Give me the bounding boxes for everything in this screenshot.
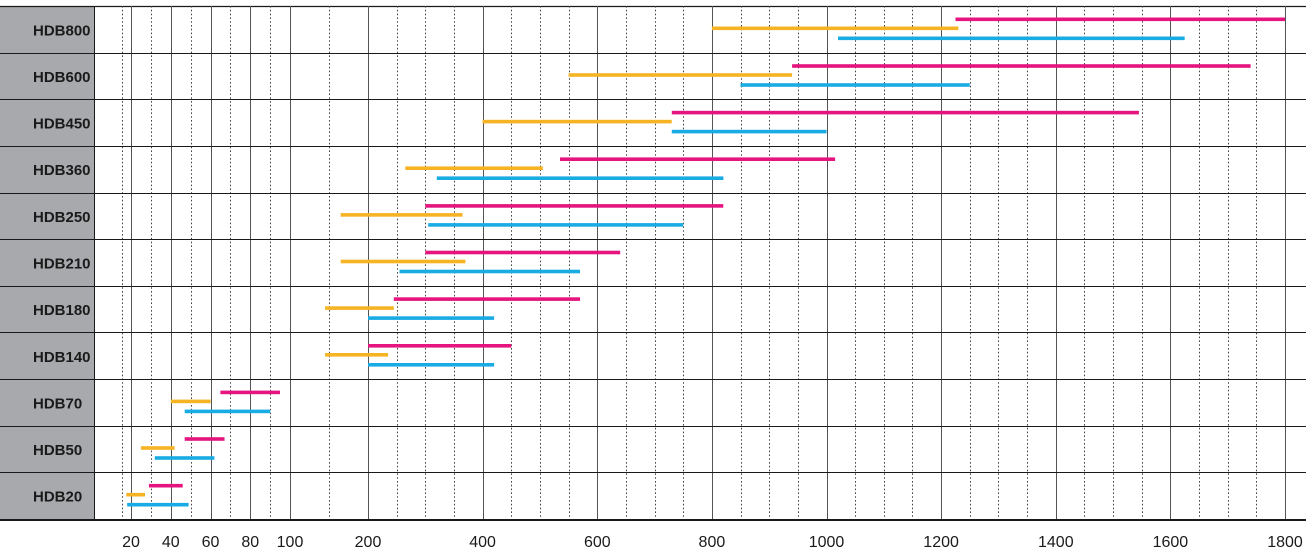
range-bar-hdb180-blue — [368, 316, 495, 320]
range-bar-hdb210-magenta — [425, 250, 621, 255]
row-labels: HDB800 HDB600 HDB450 HDB360 HDB250 HDB210 HDB1… — [33, 22, 91, 505]
row-label-hdb360: HDB360 — [33, 162, 91, 179]
range-bar-hdb140-orange — [325, 353, 389, 357]
x-axis-tick-labels: 20 40 60 80 100 200 400 600 800 1000 1200 1400 1600 1… — [122, 534, 1303, 551]
x-tick-label: 40 — [162, 534, 180, 551]
range-bar-hdb20-magenta — [148, 483, 183, 488]
range-bar-hdb800-magenta — [955, 17, 1285, 22]
gridlines — [0, 5, 1306, 521]
x-tick-label: 1200 — [923, 534, 959, 551]
range-bar-hdb360-magenta — [560, 157, 836, 161]
x-tick-label: 1600 — [1153, 534, 1189, 551]
label-column-background — [0, 6, 94, 519]
range-bar-hdb450-blue — [671, 129, 827, 134]
range-bar-hdb600-magenta — [792, 64, 1251, 68]
x-tick-label: 1000 — [809, 534, 845, 551]
range-bar-hdb20-blue — [127, 502, 189, 507]
x-tick-label: 80 — [241, 534, 259, 551]
x-tick-label: 100 — [277, 534, 304, 551]
range-bars — [126, 17, 1285, 507]
range-bar-hdb800-orange — [711, 26, 959, 31]
range-bar-hdb140-blue — [368, 363, 495, 367]
range-bar-hdb50-magenta — [184, 437, 225, 441]
range-bar-hdb360-orange — [405, 166, 543, 170]
range-bar-hdb360-blue — [436, 176, 724, 180]
row-label-hdb140: HDB140 — [33, 349, 91, 366]
x-tick-label: 600 — [584, 534, 611, 551]
range-bar-hdb250-orange — [340, 213, 463, 217]
x-tick-label: 1800 — [1267, 534, 1303, 551]
x-tick-label: 800 — [699, 534, 726, 551]
range-bar-hdb600-blue — [740, 83, 970, 87]
range-bar-hdb50-orange — [140, 446, 175, 450]
range-bar-hdb180-orange — [325, 306, 394, 310]
row-label-hdb450: HDB450 — [33, 116, 91, 133]
row-label-background — [0, 6, 94, 519]
row-label-hdb180: HDB180 — [33, 302, 91, 319]
row-label-hdb50: HDB50 — [33, 442, 82, 459]
range-bar-hdb250-blue — [428, 223, 684, 227]
range-bar-hdb180-magenta — [393, 297, 581, 301]
range-bar-hdb70-magenta — [220, 390, 280, 395]
range-bar-hdb250-magenta — [425, 204, 724, 208]
row-label-hdb250: HDB250 — [33, 209, 91, 226]
row-label-hdb210: HDB210 — [33, 256, 91, 273]
range-bar-hdb450-magenta — [671, 110, 1139, 115]
range-bar-hdb50-blue — [154, 456, 215, 460]
row-label-hdb70: HDB70 — [33, 395, 82, 412]
range-bar-hdb20-orange — [126, 492, 145, 497]
range-bar-hdb210-orange — [340, 259, 466, 264]
x-tick-label: 20 — [122, 534, 140, 551]
x-tick-label: 200 — [355, 534, 382, 551]
range-bar-hdb450-orange — [482, 119, 672, 124]
range-bar-hdb210-blue — [399, 269, 580, 274]
range-bar-hdb600-orange — [568, 73, 793, 77]
range-bar-hdb70-orange — [170, 399, 211, 404]
x-tick-label: 400 — [469, 534, 496, 551]
row-label-hdb800: HDB800 — [33, 22, 91, 39]
range-bar-hdb140-magenta — [368, 344, 512, 348]
row-label-hdb20: HDB20 — [33, 489, 82, 506]
range-bar-hdb800-blue — [838, 36, 1185, 41]
row-label-hdb600: HDB600 — [33, 69, 91, 86]
x-tick-label: 1400 — [1038, 534, 1074, 551]
range-bar-hdb70-blue — [184, 409, 271, 414]
x-tick-label: 60 — [202, 534, 220, 551]
